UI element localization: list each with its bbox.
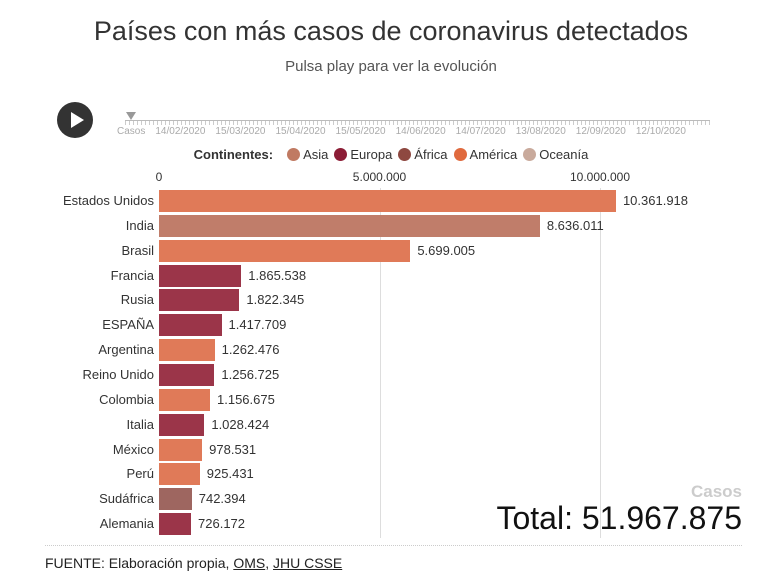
category-label: India [125,217,154,233]
timeline-date-label[interactable]: 13/08/2020 [515,126,566,137]
value-label: 1.156.675 [217,391,275,407]
legend-dot-icon [398,148,412,161]
legend-item[interactable]: África [398,147,448,162]
bar[interactable] [159,289,240,312]
value-label: 1.822.345 [246,292,305,308]
legend-item[interactable]: Europa [334,147,392,162]
bar[interactable] [159,463,200,486]
category-label: Sudáfrica [99,491,154,507]
legend-label: Oceanía [539,147,589,162]
legend-item[interactable]: América [453,147,518,162]
source-separator: , [265,555,273,571]
divider [45,545,742,546]
source-note: FUENTE: Elaboración propia, OMS, JHU CSS… [45,555,342,571]
value-label: 5.699.005 [417,242,476,258]
play-button[interactable] [57,102,93,138]
value-label: 742.394 [198,491,246,507]
value-label: 978.531 [209,441,257,457]
legend-item[interactable]: Oceanía [523,147,588,162]
bar[interactable] [159,264,242,287]
timeline-date-label[interactable]: 12/09/2020 [575,126,626,137]
oms-link[interactable]: OMS [233,555,266,571]
x-tick-label: 0 [155,170,163,184]
timeline-date-label[interactable]: 15/05/2020 [335,126,386,137]
value-label: 1.262.476 [221,342,280,358]
category-label: Perú [126,466,154,482]
category-label: Francia [110,267,154,283]
category-label: Reino Unido [82,366,154,382]
bar[interactable] [159,363,215,386]
category-label: Rusia [120,292,154,308]
bar[interactable] [159,190,616,212]
bar[interactable] [159,388,210,411]
chart-title: Países con más casos de coronavirus dete… [93,16,689,46]
legend-dot-icon [453,148,467,161]
source-prefix: FUENTE: Elaboración propia, [45,555,234,571]
bar[interactable] [159,214,540,237]
jhu-csse-link[interactable]: JHU CSSE [272,555,343,571]
timeline-handle[interactable] [126,112,136,120]
bar[interactable] [159,438,203,461]
timeline-casos-label[interactable]: Casos [117,126,146,137]
legend-item[interactable]: Asia [287,147,328,162]
timeline-date-label[interactable]: 14/06/2020 [395,126,446,137]
legend-dot-icon [334,148,348,161]
category-label: México [112,441,154,457]
category-label: ESPAÑA [102,317,154,333]
bar[interactable] [159,413,205,436]
category-label: Estados Unidos [62,193,154,208]
category-label: Alemania [99,516,154,532]
chart-subtitle: Pulsa play para ver la evolución [285,58,497,75]
legend-label: América [469,147,518,162]
bar[interactable] [159,488,192,511]
value-label: 925.431 [206,466,254,482]
legend-label: África [414,147,448,162]
timeline-date-label[interactable]: 15/04/2020 [275,126,326,137]
timeline-date-label[interactable]: 15/03/2020 [215,126,266,137]
value-label: 726.172 [198,516,246,532]
category-label: Brasil [121,242,154,258]
bar[interactable] [159,239,411,262]
x-tick-label: 5.000.000 [352,170,407,184]
category-label: Italia [126,416,154,432]
bar[interactable] [159,513,192,536]
casos-label: Casos [690,482,742,501]
bar[interactable] [159,314,222,337]
bar[interactable] [159,339,215,362]
legend: Continentes: Asia Europa África América Ocea… [0,147,782,162]
category-label: Colombia [99,391,154,407]
legend-dot-icon [287,148,301,161]
value-label: 1.865.538 [248,267,307,283]
x-tick-label: 10.000.000 [569,170,631,184]
gridline [379,188,381,538]
legend-label: Europa [350,147,393,162]
timeline-date-label[interactable]: 14/07/2020 [455,126,506,137]
value-label: 8.636.011 [546,217,604,233]
value-label: 1.417.709 [228,317,287,333]
value-label: 1.256.725 [221,366,280,382]
gridline [600,188,601,538]
legend-label: Asia [303,147,329,162]
legend-title: Continentes: [193,147,274,162]
category-label: Argentina [98,342,154,358]
timeline-date-label[interactable]: 14/02/2020 [155,126,206,137]
legend-dot-icon [523,148,537,161]
value-label: 1.028.424 [211,416,270,432]
timeline-slider[interactable] [125,120,710,125]
timeline-date-label[interactable]: 12/10/2020 [635,126,686,137]
total-count: Total: 51.967.875 [496,500,742,536]
timeline-labels: Casos 14/02/2020 15/03/2020 15/04/2020 15/05… [117,126,686,137]
value-label: 10.361.918 [622,193,689,208]
